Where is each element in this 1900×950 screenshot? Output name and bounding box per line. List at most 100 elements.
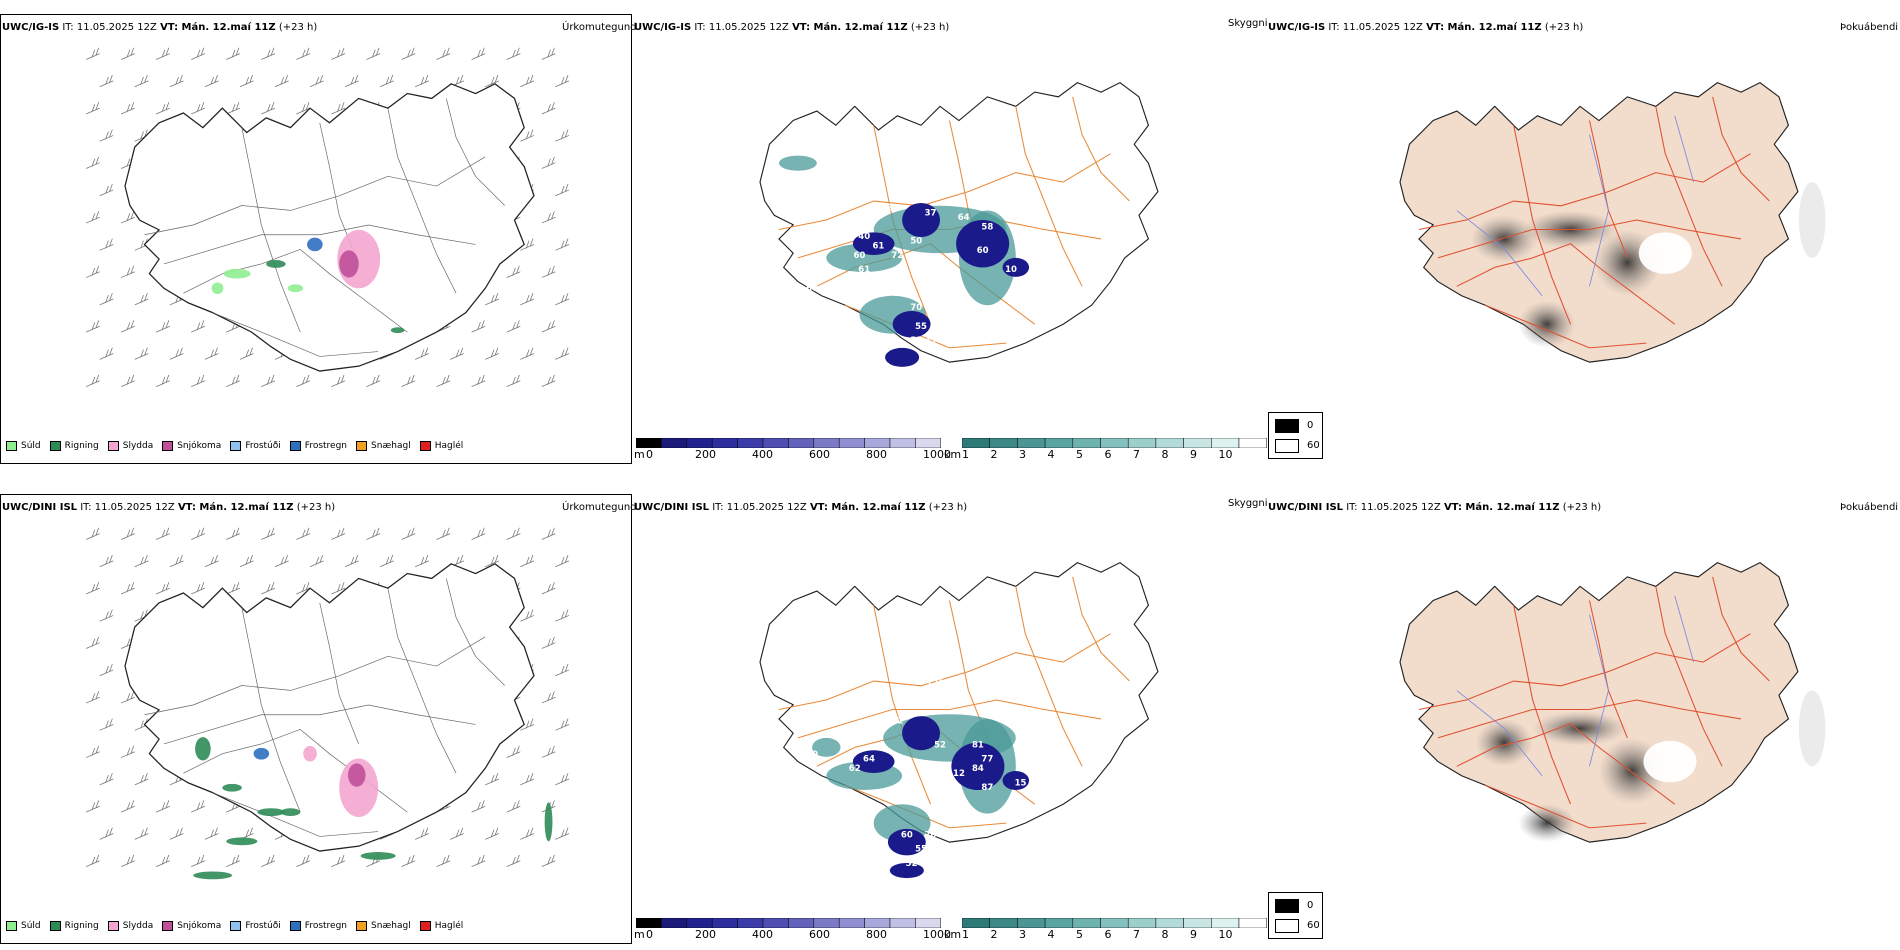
road-line	[163, 224, 476, 265]
legend-swatch	[107, 921, 119, 931]
legend-swatch	[107, 441, 119, 451]
wind-barb	[99, 554, 114, 568]
visibility-tick: 9	[1190, 928, 1197, 941]
wind-barb	[134, 74, 149, 88]
wind-barb	[520, 773, 535, 786]
wind-barb	[401, 527, 416, 540]
wind-barb	[239, 347, 254, 360]
model-name: UWC/DINI ISL	[634, 502, 710, 513]
wind-barb	[331, 582, 346, 595]
wind-barb	[366, 527, 381, 540]
wind-barb	[120, 854, 135, 867]
wind-barb	[331, 102, 346, 115]
ceiling-label: 42	[901, 783, 913, 793]
ceiling-label: 12	[953, 769, 965, 779]
fog-panel-title: Þokuábendi	[1840, 502, 1899, 513]
ceiling-label: 55	[915, 322, 927, 332]
legend-item: Súld	[6, 921, 41, 931]
visibility-color-step	[989, 918, 1018, 928]
wind-barb	[379, 74, 394, 88]
panel-header: UWC/IG-IS IT: 11.05.2025 12Z VT: Mán. 12…	[634, 22, 949, 33]
road-line	[1513, 125, 1572, 325]
precip-area	[253, 747, 270, 760]
wind-barb	[471, 320, 486, 333]
wind-barb	[85, 800, 100, 813]
iceland-coastline	[759, 561, 1159, 843]
ceiling-label: 60	[977, 246, 989, 256]
ceiling-label: 95	[1015, 279, 1027, 289]
wind-barb	[555, 183, 570, 197]
fog-area	[1475, 718, 1533, 767]
ceiling-tick: 600	[809, 448, 830, 461]
wind-barb	[226, 102, 241, 115]
legend-swatch	[6, 921, 17, 931]
wind-barb	[99, 238, 114, 251]
wind-barb	[450, 347, 464, 360]
wind-barb	[226, 527, 241, 540]
ceiling-color-step	[864, 918, 891, 928]
wind-barb	[331, 854, 346, 867]
legend-label: Frostúði	[245, 441, 281, 451]
model-name: UWC/IG-IS	[634, 22, 692, 33]
ceiling-label: 61	[858, 265, 870, 275]
wind-barb	[366, 374, 381, 387]
lead-time: (+23 h)	[278, 22, 318, 33]
road-line	[1588, 600, 1628, 739]
ceiling-tick: 400	[752, 448, 773, 461]
ceiling-label: 55	[915, 845, 927, 855]
wind-barb	[436, 47, 451, 60]
ceiling-label: 89	[887, 204, 899, 214]
legend-item: Súld	[6, 441, 41, 451]
road-line	[1437, 699, 1742, 739]
wind-barb	[415, 74, 429, 88]
ceiling-colorbar	[636, 438, 941, 448]
wind-barb	[436, 527, 451, 540]
road-line	[1015, 586, 1083, 767]
wind-barb	[226, 47, 241, 60]
ceiling-label: 84	[972, 764, 984, 774]
ceiling-label: 10	[806, 750, 818, 760]
wind-barb	[541, 636, 556, 649]
ceiling-label: 64	[958, 213, 970, 223]
visibility-unit: km	[944, 928, 962, 941]
wind-barb	[85, 211, 100, 224]
wind-barb	[309, 74, 324, 88]
ceiling-label: 50	[910, 237, 922, 247]
wind-barb	[134, 827, 149, 840]
wind-barb	[85, 691, 100, 704]
wind-barb	[156, 374, 170, 387]
legend-swatch	[356, 921, 368, 931]
legend-label: Snjókoma	[177, 921, 222, 931]
wind-barb	[85, 374, 100, 387]
visibility-tick: 2	[990, 928, 998, 941]
legend-swatch	[230, 441, 242, 451]
wind-barb	[520, 347, 535, 360]
fog-legend-max: 60	[1307, 440, 1320, 451]
ceiling-color-step	[838, 438, 865, 448]
precip-area	[193, 871, 233, 880]
legend-item: Haglél	[419, 921, 464, 931]
ceiling-tick: 0	[646, 928, 653, 941]
cloud-base-area	[1002, 771, 1030, 790]
wind-barb	[555, 827, 570, 840]
ceiling-color-step	[813, 918, 840, 928]
ceiling-label: 64	[863, 755, 875, 765]
ceiling-label: 69	[811, 270, 823, 280]
wind-barb	[99, 773, 114, 786]
precip-area	[266, 260, 286, 268]
wind-barb	[415, 347, 429, 360]
ceiling-color-step	[737, 918, 764, 928]
wind-barb	[296, 854, 311, 867]
ceiling-color-step	[711, 918, 738, 928]
cloud-base-area	[852, 232, 895, 256]
precip-area	[226, 837, 258, 846]
wind-barb	[379, 554, 394, 568]
wind-barb	[120, 582, 135, 595]
visibility-tick: 1	[962, 928, 969, 941]
legend-item: Haglél	[419, 441, 463, 451]
legend-label: Slydda	[122, 441, 154, 451]
precip-panel-title: Úrkomutegund	[562, 22, 637, 33]
legend-label: Haglél	[434, 921, 464, 931]
visibility-color-step	[1044, 438, 1074, 448]
